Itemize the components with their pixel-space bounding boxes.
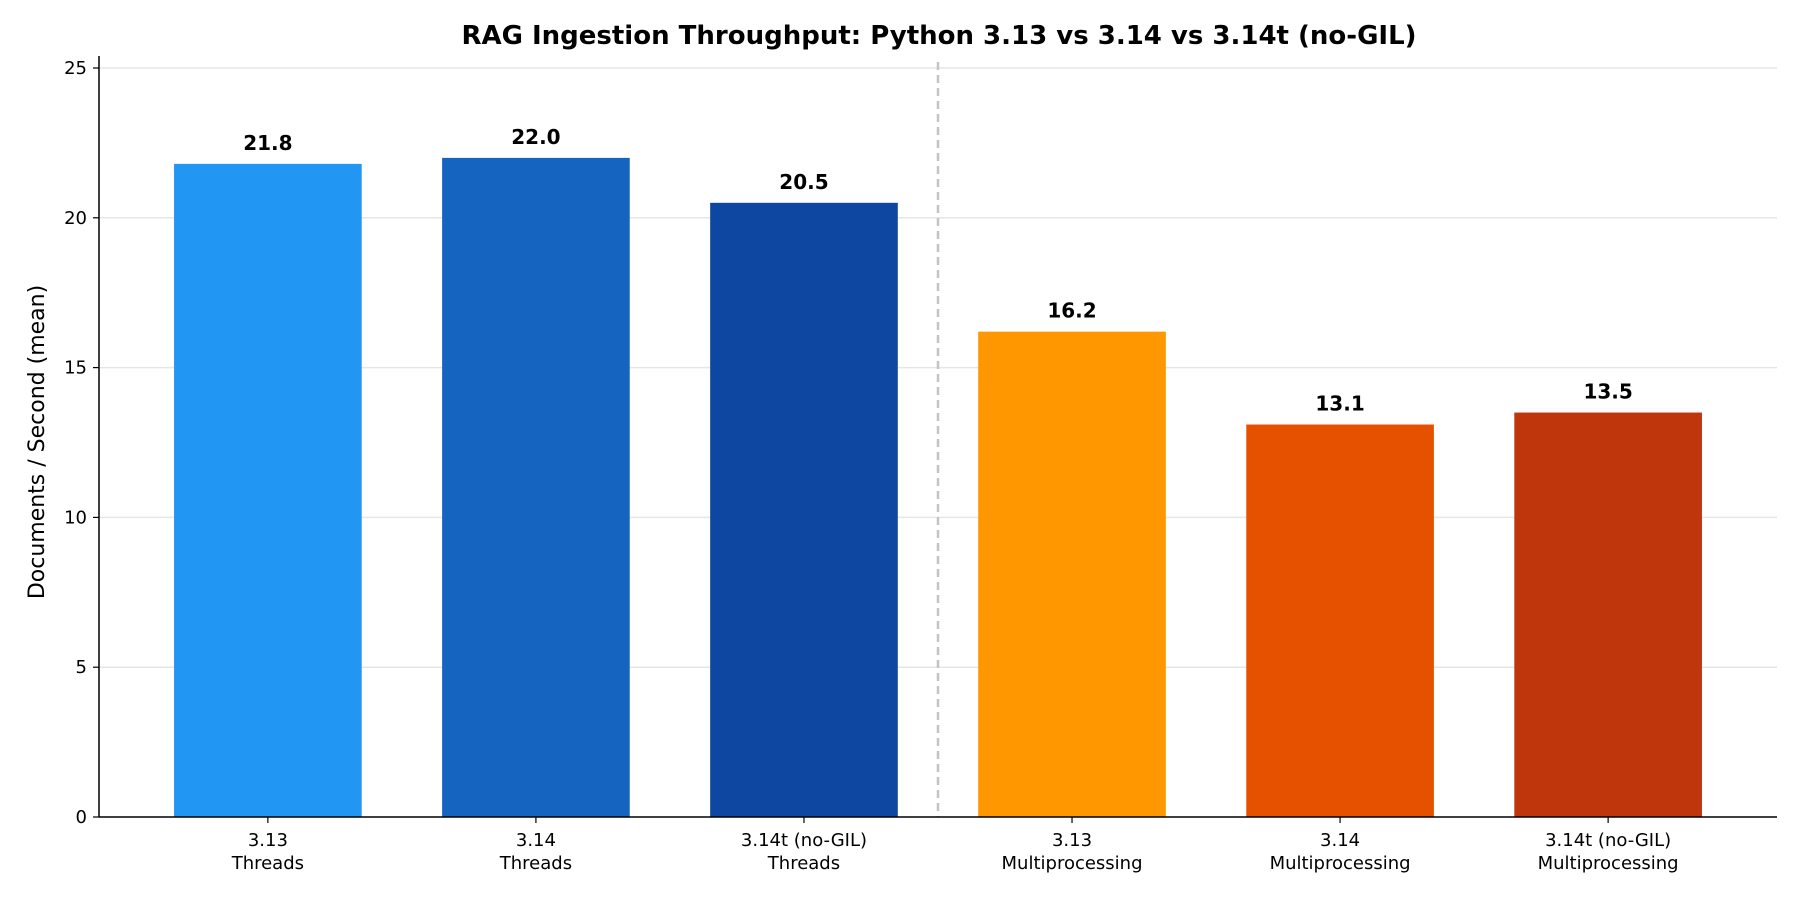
bar <box>1246 424 1434 817</box>
x-tick-label: Threads <box>231 853 304 874</box>
chart-title: RAG Ingestion Throughput: Python 3.13 vs… <box>461 21 1416 51</box>
y-tick-label: 25 <box>64 58 87 79</box>
x-tick-label: Threads <box>499 853 572 874</box>
x-tick-label: 3.13 <box>248 830 288 851</box>
x-tick-label: Multiprocessing <box>1538 853 1679 874</box>
data-label: 16.2 <box>1047 299 1096 323</box>
x-tick-label: Threads <box>767 853 840 874</box>
x-tick-label: 3.14t (no-GIL) <box>741 830 867 851</box>
data-label: 20.5 <box>779 170 828 194</box>
y-tick-label: 0 <box>76 807 87 828</box>
x-tick-label: 3.14 <box>1320 830 1360 851</box>
bar <box>978 331 1166 817</box>
data-label: 13.1 <box>1315 392 1364 416</box>
bar <box>710 202 898 817</box>
bar <box>1514 412 1702 817</box>
x-tick-label: 3.13 <box>1052 830 1092 851</box>
bar <box>442 157 630 817</box>
y-tick-label: 20 <box>64 208 87 229</box>
x-tick-label: 3.14t (no-GIL) <box>1545 830 1671 851</box>
data-label: 13.5 <box>1583 380 1632 404</box>
y-tick-label: 10 <box>64 507 87 528</box>
bar <box>174 163 362 817</box>
y-tick-label: 5 <box>76 657 87 678</box>
x-tick-label: Multiprocessing <box>1002 853 1143 874</box>
data-label: 22.0 <box>511 125 560 149</box>
x-tick-label: 3.14 <box>516 830 556 851</box>
y-axis-label: Documents / Second (mean) <box>25 285 50 599</box>
x-tick-label: Multiprocessing <box>1270 853 1411 874</box>
data-label: 21.8 <box>243 131 292 155</box>
y-tick-label: 15 <box>64 358 87 379</box>
